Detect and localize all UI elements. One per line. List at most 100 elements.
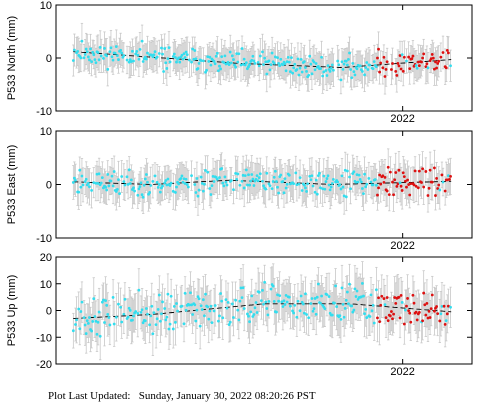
data-point [166,57,170,61]
y-axis-label: P533 North (mm) [6,16,18,100]
recent-data-point [382,297,386,300]
data-point [342,62,346,66]
data-point [163,181,167,185]
data-point [249,179,253,183]
recent-data-point [388,170,392,174]
data-point [134,52,138,56]
data-point [262,302,265,306]
data-point [233,63,236,67]
data-point [80,174,84,178]
recent-data-point [423,303,427,307]
data-point [340,286,344,290]
data-point [329,66,333,70]
data-point [99,54,103,58]
data-point [329,185,333,189]
data-point [305,190,308,193]
data-point [353,287,357,291]
data-point [222,61,226,64]
data-point [104,299,107,303]
data-point [155,55,159,59]
data-point [357,173,361,177]
data-point [94,319,98,323]
data-point [133,189,136,193]
y-tick-label: 10 [40,126,52,138]
recent-data-point [415,318,419,322]
data-point [300,70,304,74]
data-point [145,173,148,176]
data-point [145,307,148,310]
recent-data-point [382,55,386,59]
data-point [255,174,259,178]
recent-data-point [391,180,394,184]
data-point [291,71,294,75]
data-point [438,188,442,192]
data-point [248,63,251,67]
data-point [181,57,185,61]
data-point [341,185,345,189]
data-point [337,63,341,67]
recent-data-point [386,319,390,323]
data-point [272,61,276,65]
data-point [74,178,77,182]
data-point [257,176,261,180]
data-point [350,304,354,308]
data-point [212,59,216,63]
data-point [161,300,164,304]
data-point [261,50,264,54]
recent-data-point [421,167,424,171]
data-point [330,313,334,317]
data-point [250,173,254,176]
data-point [80,300,84,304]
data-point [168,322,172,326]
recent-data-point [426,194,430,197]
data-layer [71,261,452,361]
data-point [190,60,193,64]
data-point [82,316,86,319]
data-point [199,175,203,179]
data-point [332,68,335,72]
recent-data-point [399,67,403,71]
data-point [249,310,253,314]
recent-data-point [435,66,438,70]
data-point [103,46,106,50]
data-point [247,314,250,318]
recent-data-point [380,294,384,298]
data-point [108,50,112,53]
recent-data-point [435,305,438,308]
data-point [347,302,350,306]
data-point [212,309,216,313]
data-point [398,181,402,185]
data-point [99,181,103,185]
data-point [171,189,175,193]
data-point [218,176,221,179]
data-point [157,52,161,55]
recent-data-point [433,67,436,71]
data-point [255,311,259,314]
data-point [354,180,358,184]
data-point [92,181,96,185]
recent-data-point [383,75,387,78]
data-point [213,62,217,66]
data-point [141,60,145,63]
data-point [295,315,299,319]
data-point [254,178,258,181]
recent-data-point [397,295,401,299]
data-point [301,302,305,306]
data-point [221,316,225,320]
data-point [340,60,344,64]
data-point [339,187,343,191]
data-point [304,186,307,190]
recent-data-point [394,171,398,174]
data-point [244,168,248,172]
recent-data-point [378,320,382,323]
recent-data-point [421,319,424,323]
data-point [334,284,337,288]
data-point [128,309,132,312]
data-point [163,307,167,310]
timeseries-plots: -10 0 10 2022 P533 North (mm) -10 0 10 2022 P533 … [6,0,473,378]
recent-data-point [395,74,399,77]
data-point [342,315,346,319]
data-point [264,187,268,191]
data-point [156,185,160,189]
data-point [286,55,290,59]
